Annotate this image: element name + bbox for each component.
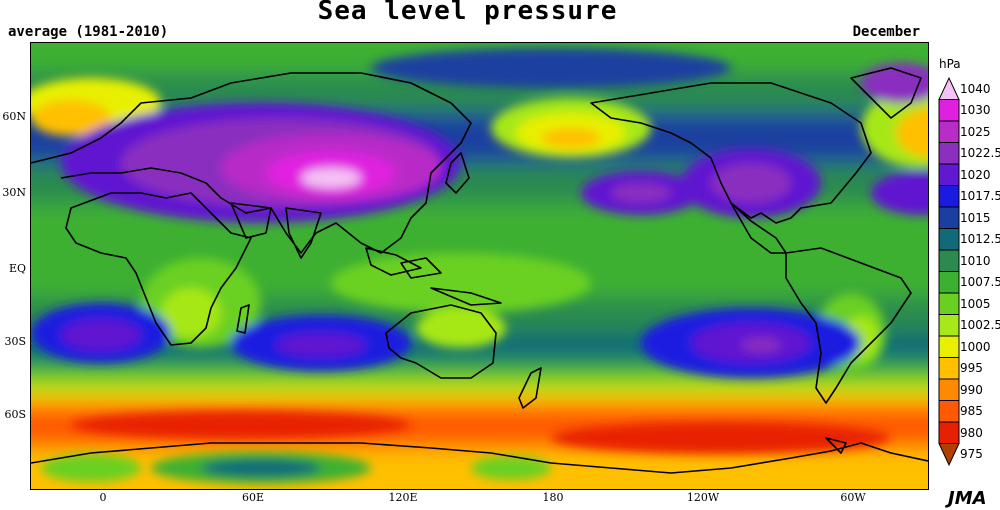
lon-label-180: 180	[542, 491, 564, 504]
legend-swatch-1015	[938, 206, 960, 229]
legend-swatch-1022.5	[938, 142, 960, 165]
legend-unit: hPa	[939, 57, 961, 71]
legend-swatch-1025	[938, 120, 960, 143]
legend-label-1012.5: 1012.5	[960, 232, 1000, 247]
legend-label-1022.5: 1022.5	[960, 146, 1000, 161]
legend-label-1005: 1005	[960, 296, 991, 311]
color-scale	[938, 76, 960, 467]
legend-label-980: 980	[960, 425, 983, 440]
lon-label-60e: 60E	[241, 491, 265, 504]
legend-swatch-1005	[938, 292, 960, 315]
legend-label-990: 990	[960, 382, 983, 397]
legend-swatch-980	[938, 421, 960, 444]
legend-label-1007.5: 1007.5	[960, 275, 1000, 290]
month-label: December	[852, 24, 920, 40]
legend-label-1030: 1030	[960, 103, 991, 118]
legend-swatch-985	[938, 400, 960, 423]
legend-swatch-975	[938, 443, 960, 467]
map-title: Sea level pressure	[317, 0, 618, 26]
legend-swatch-1030	[938, 99, 960, 122]
legend-label-1010: 1010	[960, 253, 991, 268]
legend-label-1017.5: 1017.5	[960, 189, 1000, 204]
lat-label-60s: 60S	[4, 408, 26, 421]
lat-label-30n: 30N	[2, 186, 26, 199]
legend-label-1020: 1020	[960, 167, 991, 182]
legend-swatch-1020	[938, 163, 960, 186]
legend-swatch-990	[938, 378, 960, 401]
lon-label-0: 0	[99, 491, 107, 504]
coastlines	[31, 67, 928, 474]
legend-swatch-995	[938, 357, 960, 380]
lon-label-60w: 60W	[840, 491, 866, 504]
legend-label-975: 975	[960, 447, 983, 462]
legend-swatch-1017.5	[938, 185, 960, 208]
legend-label-1015: 1015	[960, 210, 991, 225]
legend-label-995: 995	[960, 361, 983, 376]
lat-label-30s: 30S	[4, 335, 26, 348]
lon-label-120e: 120E	[388, 491, 418, 504]
legend-swatch-1002.5	[938, 314, 960, 337]
legend-label-985: 985	[960, 404, 983, 419]
jma-credit: JMA	[948, 488, 987, 509]
pressure-map	[30, 42, 929, 490]
legend-swatch-1012.5	[938, 228, 960, 251]
lat-label-eq: EQ	[8, 262, 26, 275]
lon-label-120w: 120W	[686, 491, 720, 504]
legend-label-1000: 1000	[960, 339, 991, 354]
legend-swatch-1007.5	[938, 271, 960, 294]
legend-label-1025: 1025	[960, 124, 991, 139]
legend-swatch-1000	[938, 335, 960, 358]
legend-label-1040: 1040	[960, 81, 991, 96]
legend-swatch-1040	[938, 76, 960, 100]
averaging-period: average (1981-2010)	[8, 24, 169, 40]
pressure-cells	[31, 48, 928, 484]
legend-label-1002.5: 1002.5	[960, 318, 1000, 333]
legend-swatch-1010	[938, 249, 960, 272]
lat-label-60n: 60N	[2, 110, 26, 123]
